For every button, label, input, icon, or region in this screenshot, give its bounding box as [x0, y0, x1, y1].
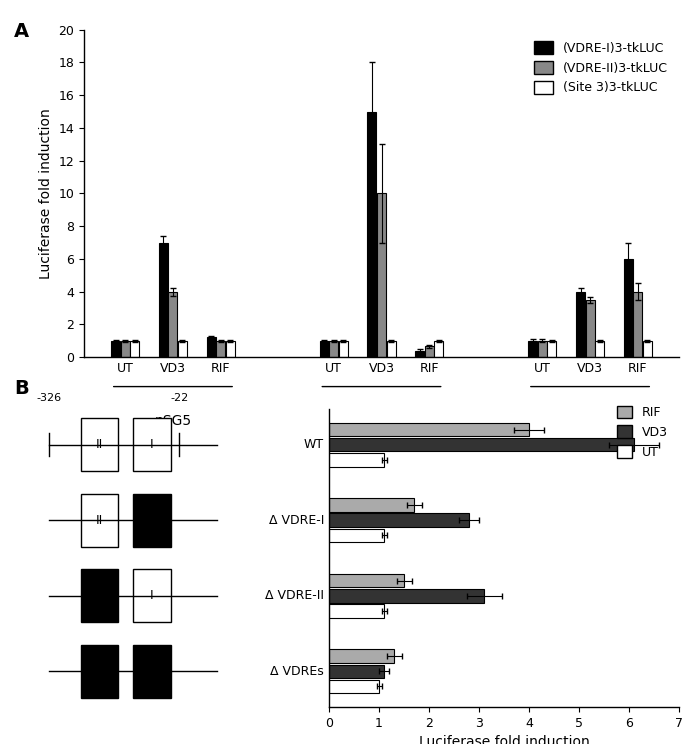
Text: WT: WT — [304, 438, 324, 451]
Bar — [80, 494, 118, 547]
Text: Δ VDRE-II: Δ VDRE-II — [265, 589, 324, 603]
Text: A: A — [14, 22, 29, 42]
Bar — [329, 498, 414, 512]
Bar — [329, 680, 379, 693]
Bar — [133, 569, 171, 622]
Bar — [329, 341, 338, 357]
Bar — [576, 292, 585, 357]
Bar — [226, 341, 234, 357]
Text: -326: -326 — [36, 393, 62, 403]
Bar — [133, 494, 171, 547]
Bar — [547, 341, 556, 357]
Legend: RIF, VD3, UT: RIF, VD3, UT — [612, 400, 673, 464]
Bar — [329, 574, 404, 588]
Bar — [329, 664, 384, 679]
Bar — [133, 418, 171, 471]
Bar — [329, 650, 394, 663]
Bar — [329, 453, 384, 466]
Bar — [329, 528, 384, 542]
Bar — [595, 341, 604, 357]
Text: Δ VDRE-I: Δ VDRE-I — [269, 513, 324, 527]
Bar — [634, 292, 643, 357]
Bar — [329, 513, 469, 527]
Bar — [528, 341, 537, 357]
Bar — [130, 341, 139, 357]
Bar — [120, 341, 130, 357]
Text: pSG5: pSG5 — [155, 414, 192, 429]
Bar — [80, 645, 118, 698]
Bar — [643, 341, 652, 357]
Bar — [386, 341, 395, 357]
Text: B: B — [14, 379, 29, 399]
Bar — [80, 418, 118, 471]
Bar — [111, 341, 120, 357]
Bar — [133, 645, 171, 698]
Bar — [216, 341, 225, 357]
Bar — [538, 341, 547, 357]
Bar — [320, 341, 329, 357]
Text: II: II — [96, 438, 103, 451]
Text: -22: -22 — [170, 393, 188, 403]
Bar — [80, 569, 118, 622]
Text: pSG5-Δ$^{ATG}$-PXR: pSG5-Δ$^{ATG}$-PXR — [537, 414, 643, 436]
Bar — [624, 259, 633, 357]
Text: I: I — [150, 589, 154, 603]
X-axis label: Luciferase fold induction: Luciferase fold induction — [419, 735, 589, 744]
Bar — [159, 243, 168, 357]
Bar — [434, 341, 443, 357]
Bar — [329, 589, 484, 603]
Text: II: II — [96, 513, 103, 527]
Bar — [329, 437, 634, 452]
Text: I: I — [150, 438, 154, 451]
Bar — [329, 604, 384, 618]
Bar — [339, 341, 348, 357]
Bar — [415, 350, 424, 357]
Bar — [178, 341, 187, 357]
Text: Δ VDREs: Δ VDREs — [270, 665, 324, 678]
Text: pSG5-hVDR: pSG5-hVDR — [341, 414, 422, 429]
Bar — [377, 193, 386, 357]
Bar — [206, 338, 216, 357]
Bar — [368, 112, 377, 357]
Bar — [585, 300, 594, 357]
Bar — [169, 292, 178, 357]
Bar — [425, 347, 434, 357]
Y-axis label: Luciferase fold induction: Luciferase fold induction — [38, 108, 52, 279]
Bar — [329, 423, 529, 436]
Legend: (VDRE-I)3-tkLUC, (VDRE-II)3-tkLUC, (Site 3)3-tkLUC: (VDRE-I)3-tkLUC, (VDRE-II)3-tkLUC, (Site… — [529, 36, 673, 100]
